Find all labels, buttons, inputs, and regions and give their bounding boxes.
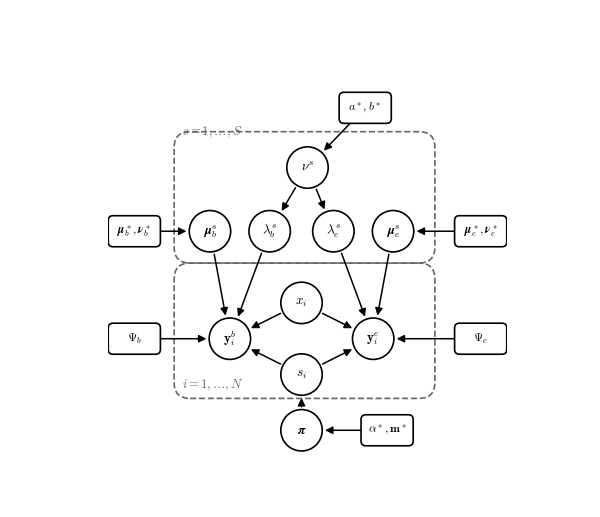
Text: $\boldsymbol{\mu}_e^*, \boldsymbol{\nu}_e^*$: $\boldsymbol{\mu}_e^*, \boldsymbol{\nu}_… [464, 223, 497, 239]
Text: $\boldsymbol{\mu}_e^s$: $\boldsymbol{\mu}_e^s$ [386, 223, 400, 239]
Circle shape [352, 318, 394, 359]
Circle shape [281, 354, 322, 395]
Circle shape [373, 210, 414, 252]
Text: $\nu^s$: $\nu^s$ [301, 161, 314, 174]
Circle shape [281, 409, 322, 451]
Text: $s = 1, \ldots, S$: $s = 1, \ldots, S$ [182, 125, 242, 140]
Text: $\boldsymbol{\lambda}_b^s$: $\boldsymbol{\lambda}_b^s$ [262, 222, 277, 240]
FancyBboxPatch shape [455, 323, 507, 354]
Text: $x_i$: $x_i$ [295, 296, 308, 309]
Text: $\boldsymbol{\pi}$: $\boldsymbol{\pi}$ [297, 424, 307, 437]
Text: $\mathbf{y}_i^e$: $\mathbf{y}_i^e$ [367, 330, 380, 347]
Text: $\boldsymbol{\lambda}_e^s$: $\boldsymbol{\lambda}_e^s$ [326, 222, 341, 240]
Circle shape [313, 210, 354, 252]
Text: $a^*, b^*$: $a^*, b^*$ [349, 101, 382, 115]
FancyBboxPatch shape [361, 415, 413, 446]
Text: $\boldsymbol{\Psi}_e$: $\boldsymbol{\Psi}_e$ [473, 332, 488, 346]
Circle shape [281, 282, 322, 324]
Circle shape [209, 318, 251, 359]
Text: $\boldsymbol{\mu}_b^*, \boldsymbol{\nu}_b^*$: $\boldsymbol{\mu}_b^*, \boldsymbol{\nu}_… [118, 223, 151, 239]
Text: $s_i$: $s_i$ [296, 368, 307, 381]
FancyBboxPatch shape [108, 216, 160, 247]
FancyBboxPatch shape [108, 323, 160, 354]
Text: $\alpha^*, \mathbf{m}^*$: $\alpha^*, \mathbf{m}^*$ [368, 423, 407, 437]
Circle shape [287, 147, 328, 188]
Text: $\boldsymbol{\Psi}_b$: $\boldsymbol{\Psi}_b$ [127, 332, 142, 346]
Text: $i = 1, \ldots, N$: $i = 1, \ldots, N$ [182, 378, 244, 393]
Circle shape [249, 210, 290, 252]
FancyBboxPatch shape [339, 93, 391, 124]
Circle shape [189, 210, 230, 252]
FancyBboxPatch shape [455, 216, 507, 247]
Text: $\boldsymbol{\mu}_b^s$: $\boldsymbol{\mu}_b^s$ [203, 223, 217, 239]
Text: $\mathbf{y}_i^b$: $\mathbf{y}_i^b$ [223, 329, 236, 348]
